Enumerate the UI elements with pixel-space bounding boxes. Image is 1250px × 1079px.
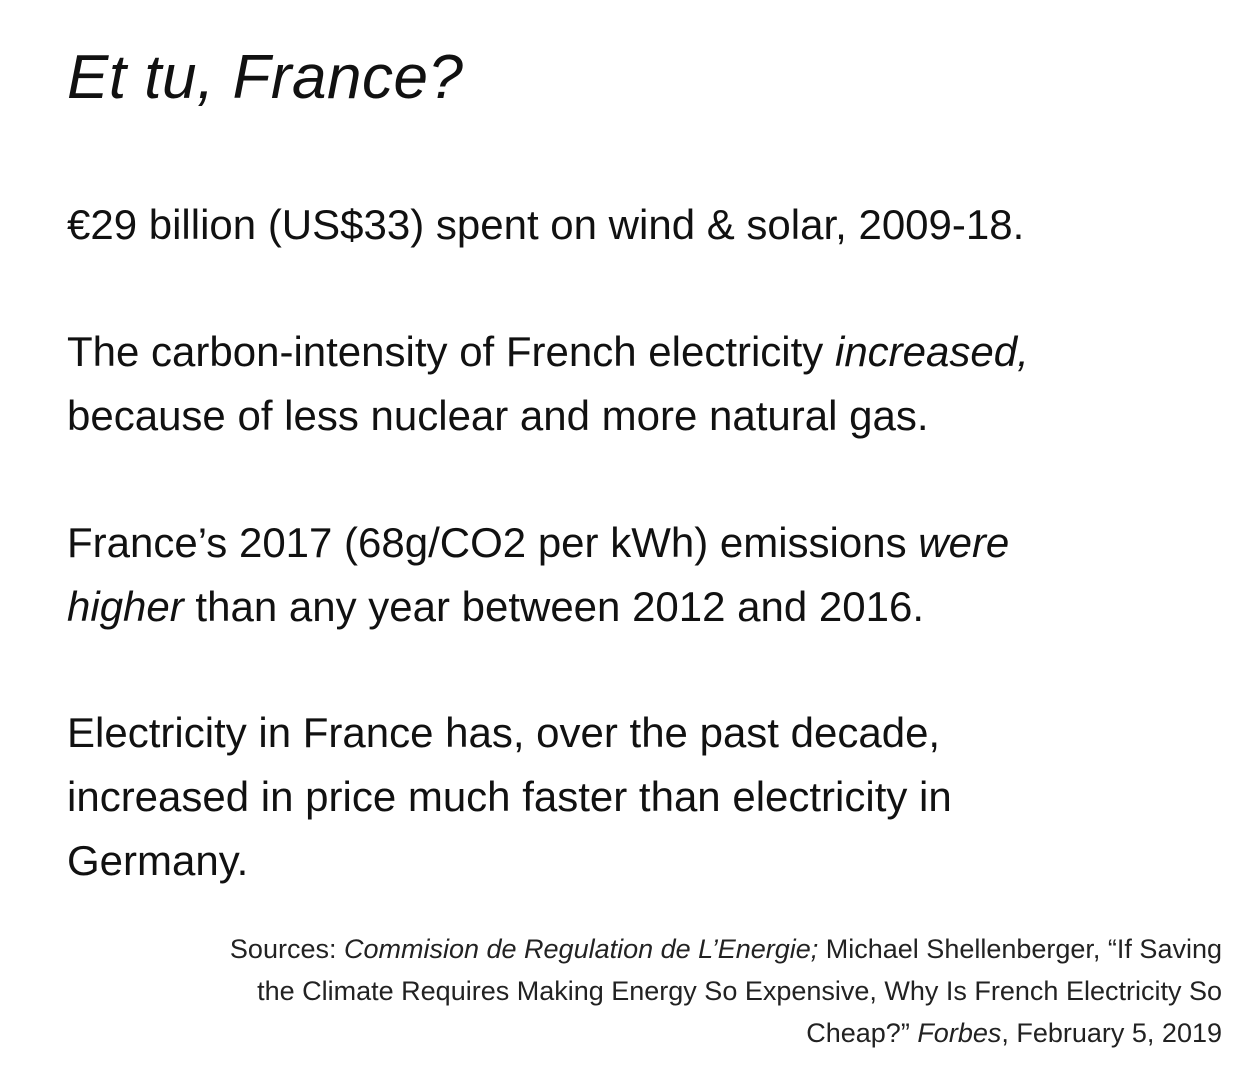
point-line: increased in price much faster than elec…	[67, 773, 952, 820]
point-line: Electricity in France has, over the past…	[67, 709, 941, 756]
point-line: Germany.	[67, 837, 249, 884]
point-line: €29 billion (US$33) spent on wind & sola…	[67, 201, 1025, 248]
sources-line: the Climate Requires Making Energy So Ex…	[257, 976, 1222, 1006]
sources-line: Sources: Commision de Regulation de L’En…	[42, 928, 1222, 970]
sources-prefix: Sources:	[229, 934, 344, 964]
point-carbon-intensity: The carbon-intensity of French electrici…	[67, 320, 1227, 448]
point-line: France’s 2017 (68g/CO2 per kWh) emission…	[67, 511, 1227, 575]
point-line: because of less nuclear and more natural…	[67, 392, 929, 439]
point-line: higher than any year between 2012 and 20…	[67, 575, 1227, 639]
point-emissions-2017: France’s 2017 (68g/CO2 per kWh) emission…	[67, 511, 1227, 639]
source-author: Michael Shellenberger, “If Saving	[818, 934, 1222, 964]
point-electricity-price: Electricity in France has, over the past…	[67, 701, 1227, 893]
point-text: France’s 2017 (68g/CO2 per kWh) emission…	[67, 519, 919, 566]
point-emphasis: increased,	[834, 328, 1029, 375]
point-line: The carbon-intensity of French electrici…	[67, 320, 1227, 384]
point-emphasis: were	[918, 519, 1010, 566]
point-emphasis: higher	[67, 583, 184, 630]
slide-title: Et tu, France?	[67, 43, 464, 112]
point-wind-solar-spending: €29 billion (US$33) spent on wind & sola…	[67, 193, 1227, 257]
sources-line: Cheap?” Forbes, February 5, 2019	[42, 1012, 1222, 1054]
sources-citation: Sources: Commision de Regulation de L’En…	[42, 928, 1222, 1054]
point-text: than any year between 2012 and 2016.	[183, 583, 925, 630]
source-publication: Forbes	[917, 1018, 1002, 1048]
point-text: The carbon-intensity of French electrici…	[67, 328, 835, 375]
source-name: Commision de Regulation de L’Energie;	[343, 934, 819, 964]
source-article-end: Cheap?”	[806, 1018, 918, 1048]
source-date: , February 5, 2019	[1001, 1018, 1222, 1048]
